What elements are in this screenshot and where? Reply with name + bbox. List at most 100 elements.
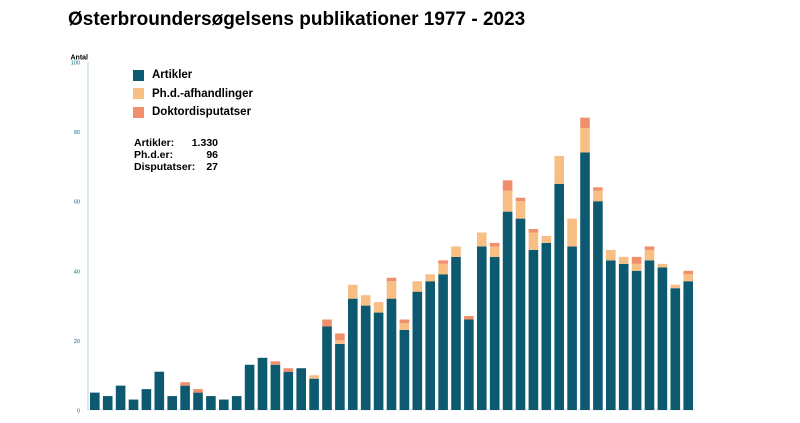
bar-artikler [231, 396, 242, 410]
bar-artikler [180, 385, 190, 410]
bar-artikler [167, 396, 177, 410]
bar-phd [373, 302, 384, 313]
y-tick-label: 80 [74, 130, 80, 136]
bars [90, 117, 693, 411]
bar-phd [618, 256, 629, 264]
y-tick-label: 20 [74, 339, 80, 345]
bar-artikler [451, 256, 461, 410]
totals-value: 96 [206, 149, 218, 161]
bar-artikler [438, 274, 448, 410]
bar-doktor [180, 382, 190, 386]
bar-artikler [309, 378, 319, 410]
totals-label: Disputatser: [134, 161, 196, 173]
legend: Artikler Ph.d.-afhandlinger Doktordisput… [133, 66, 253, 122]
y-tick-label: 40 [74, 269, 80, 275]
bar-artikler [335, 343, 345, 410]
bar-artikler [644, 260, 655, 410]
legend-item-artikler: Artikler [133, 66, 253, 84]
bar-artikler [386, 298, 397, 410]
bar-phd [489, 246, 500, 257]
bar-artikler [141, 389, 152, 410]
legend-item-doktor: Doktordisputatser [133, 103, 253, 121]
bar-phd [670, 284, 681, 289]
totals-value: 27 [206, 161, 218, 173]
bar-artikler [554, 183, 564, 410]
bar-phd [451, 246, 461, 257]
bar-artikler [399, 329, 410, 410]
y-axis-label: Antal [71, 55, 89, 62]
bar-doktor [464, 316, 474, 320]
bar-artikler [90, 392, 100, 410]
bar-phd [309, 375, 319, 379]
y-tick-label: 100 [71, 61, 80, 67]
bar-phd [554, 155, 564, 184]
bar-artikler [593, 201, 603, 410]
totals-row-phd: Ph.d.er: 96 [134, 149, 218, 161]
totals-label: Artikler: [134, 137, 175, 149]
totals-label: Ph.d.er: [134, 149, 174, 161]
bar-phd [528, 232, 539, 250]
bar-phd [477, 232, 487, 247]
bar-artikler [154, 371, 165, 410]
bar-phd [399, 323, 410, 330]
bar-phd [412, 281, 423, 292]
bar-doktor [644, 246, 655, 250]
bar-phd [631, 263, 642, 271]
bar-artikler [128, 399, 139, 410]
bar-artikler [670, 288, 681, 410]
bar-artikler [219, 399, 229, 410]
totals-box: Artikler: 1.330 Ph.d.er: 96 Disputatser:… [134, 137, 218, 173]
bar-phd [348, 284, 358, 299]
bar-doktor [270, 361, 281, 365]
bar-artikler [102, 396, 113, 410]
bar-artikler [425, 281, 435, 410]
bar-phd [567, 218, 577, 247]
bar-artikler [502, 211, 513, 410]
bar-artikler [115, 385, 126, 410]
bar-doktor [683, 270, 693, 275]
bar-artikler [489, 256, 500, 410]
bar-doktor [399, 319, 410, 323]
chart-title: Østerbroundersøgelsens publikationer 197… [68, 9, 526, 30]
bar-doktor [386, 277, 397, 282]
bar-phd [580, 128, 590, 153]
bar-doktor [438, 260, 448, 264]
bar-artikler [257, 357, 268, 410]
bar-phd [606, 249, 616, 261]
legend-swatch-artikler [133, 69, 144, 81]
bar-artikler [360, 305, 371, 410]
totals-value: 1.330 [191, 137, 218, 149]
legend-label-doktor: Doktordisputatser [152, 106, 252, 118]
bar-artikler [270, 364, 281, 410]
bar-artikler [464, 319, 474, 410]
bar-artikler [193, 392, 203, 410]
totals-row-disputatser: Disputatser: 27 [134, 161, 218, 173]
bar-doktor [322, 319, 332, 327]
bar-phd [541, 236, 552, 243]
bar-artikler [206, 396, 216, 410]
bar-doktor [631, 256, 642, 264]
bar-artikler [244, 364, 255, 410]
y-tick-label: 60 [74, 200, 80, 206]
bar-phd [386, 281, 397, 299]
bar-phd [502, 190, 513, 212]
bar-doktor [283, 368, 294, 372]
bar-artikler [296, 368, 306, 410]
bar-phd [644, 249, 655, 261]
bar-artikler [373, 312, 384, 410]
legend-swatch-phd [133, 88, 144, 99]
bar-phd [438, 263, 448, 275]
legend-label-artikler: Artikler [152, 69, 193, 81]
bar-phd [593, 190, 603, 202]
bar-doktor [528, 229, 539, 233]
bar-artikler [606, 260, 616, 410]
bar-phd [425, 274, 435, 282]
totals-row-artikler: Artikler: 1.330 [134, 137, 218, 149]
bar-artikler [631, 270, 642, 410]
legend-swatch-doktor [133, 106, 144, 118]
bar-phd [683, 274, 693, 282]
bar-artikler [528, 249, 539, 410]
bar-artikler [412, 291, 423, 410]
bar-phd [335, 340, 345, 344]
